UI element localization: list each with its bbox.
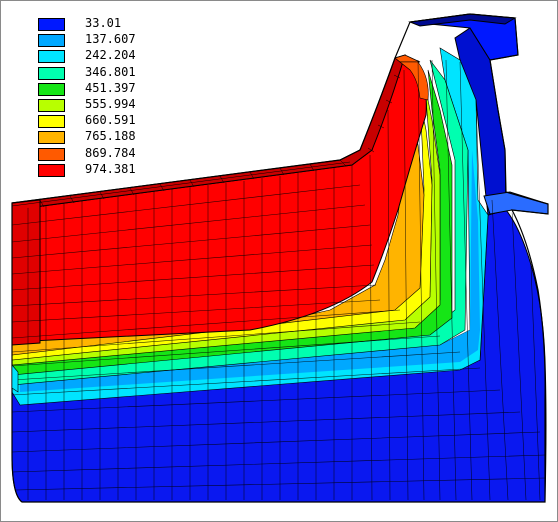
legend-swatch (38, 147, 65, 161)
legend-swatch (38, 34, 65, 48)
molten-side-top (394, 54, 421, 63)
legend-swatch (38, 131, 65, 145)
legend-label: 660.591 (85, 113, 136, 128)
legend-swatch (38, 50, 65, 64)
legend-label: 869.784 (85, 145, 136, 160)
band-redorange (399, 61, 429, 101)
legend-label: 765.188 (85, 129, 136, 144)
legend-label: 137.607 (85, 32, 136, 47)
legend-label: 555.994 (85, 96, 136, 111)
legend-label: 33.01 (85, 16, 122, 30)
legend-swatch (38, 66, 65, 80)
legend-label: 242.204 (85, 48, 136, 63)
model-outline (11, 13, 549, 503)
legend-label: 974.381 (85, 161, 136, 176)
legend-swatch (38, 115, 65, 129)
legend-label: 346.801 (85, 64, 136, 79)
left-inlet-marker (11, 364, 19, 393)
legend-swatch (38, 18, 65, 31)
molten-left-edge (11, 199, 41, 346)
top-mesh (11, 74, 401, 208)
mesh-grid (12, 59, 545, 501)
legend-swatch (38, 98, 65, 112)
legend-swatch (38, 82, 65, 96)
legend-swatch (38, 163, 65, 177)
legend-label: 451.397 (85, 80, 136, 95)
